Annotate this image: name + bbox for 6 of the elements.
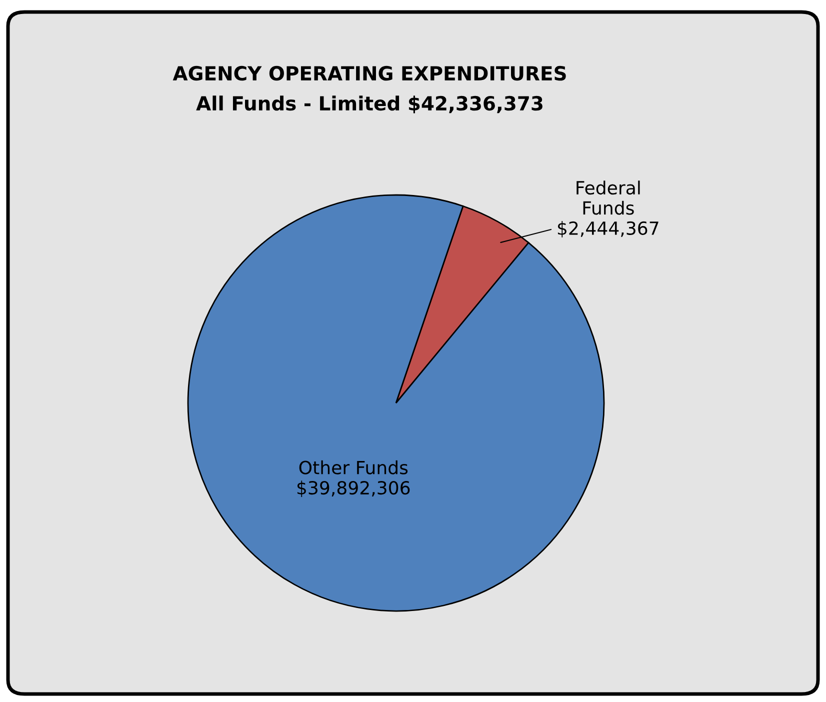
data-label: $39,892,306	[297, 480, 410, 498]
data-label: $2,444,367	[558, 221, 658, 238]
chart-subtitle: All Funds - Limited $42,336,373	[196, 96, 542, 114]
slice-label: Other Funds	[299, 460, 408, 474]
chart-title: AGENCY OPERATING EXPENDITURES	[172, 66, 566, 81]
slice-label: Federal Funds	[576, 180, 640, 215]
